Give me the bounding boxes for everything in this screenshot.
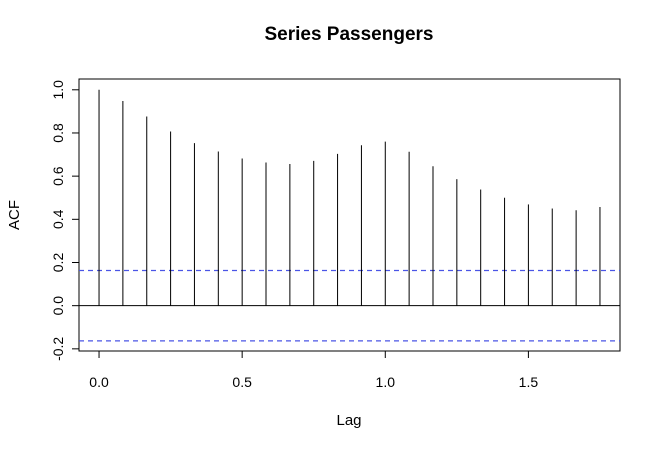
y-tick-label: 0.0 <box>50 296 66 316</box>
x-tick-label: 1.0 <box>376 374 396 390</box>
y-tick-label: -0.2 <box>50 337 66 361</box>
x-tick-label: 0.0 <box>89 374 109 390</box>
y-axis: -0.2 0.0 0.2 0.4 0.6 0.8 1.0 <box>50 80 80 361</box>
y-tick-label: 0.4 <box>50 209 66 229</box>
acf-spikes <box>98 89 601 306</box>
y-tick-label: 0.2 <box>50 253 66 273</box>
y-tick-label: 0.6 <box>50 166 66 186</box>
chart-title: Series Passengers <box>264 24 433 45</box>
y-tick-label: 0.8 <box>50 123 66 143</box>
x-axis: 0.0 0.5 1.0 1.5 <box>89 350 539 390</box>
y-axis-label: ACF <box>6 200 23 230</box>
plot-frame <box>78 78 621 352</box>
x-tick-label: 0.5 <box>232 374 252 390</box>
x-axis-label: Lag <box>336 412 361 429</box>
y-tick-label: 1.0 <box>50 80 66 100</box>
x-tick-label: 1.5 <box>519 374 539 390</box>
